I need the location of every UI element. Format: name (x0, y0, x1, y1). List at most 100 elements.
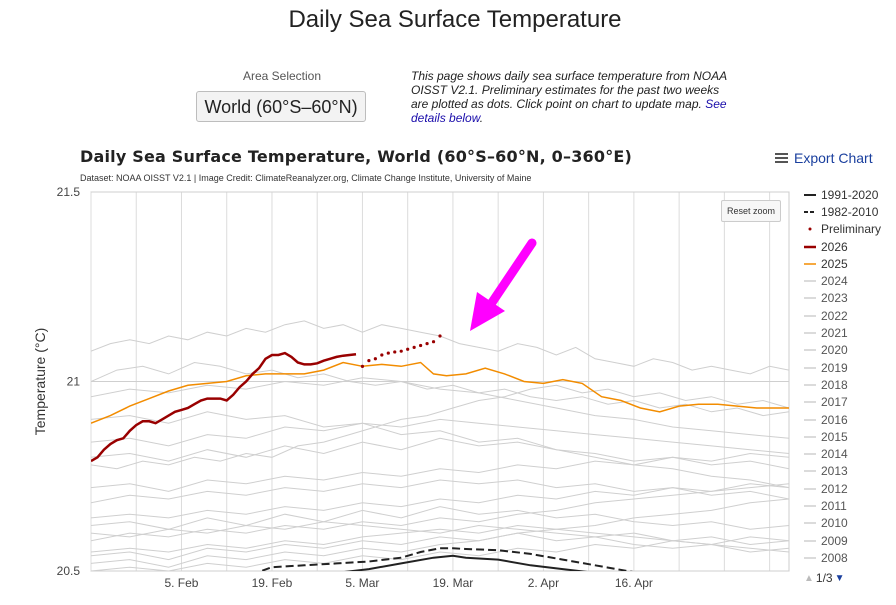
preliminary-point (360, 364, 365, 368)
legend-item-2020[interactable]: 2020 (803, 342, 893, 359)
legend-swatch-icon (804, 522, 816, 525)
legend-page-down-icon[interactable]: ▼ (834, 572, 845, 584)
legend-label: 2009 (821, 533, 848, 548)
legend-item-2023[interactable]: 2023 (803, 290, 893, 307)
legend-swatch-icon (804, 436, 816, 438)
legend-item-2025[interactable]: 2025 (803, 255, 893, 272)
legend-label: 2017 (821, 395, 848, 410)
series-1982-2010-line (258, 547, 634, 571)
legend-swatch-icon (804, 280, 816, 282)
legend-swatch-icon (804, 487, 816, 490)
legend-page-up-icon[interactable]: ▲ (804, 572, 814, 584)
legend-swatch-icon (804, 418, 816, 421)
legend-item-2022[interactable]: 2022 (803, 307, 893, 324)
reset-zoom-button[interactable]: Reset zoom (721, 200, 781, 222)
legend-label: 2024 (821, 274, 848, 289)
preliminary-point (406, 347, 410, 351)
legend-item-2021[interactable]: 2021 (803, 324, 893, 341)
legend-label: 2020 (821, 343, 848, 358)
chart-title: Daily Sea Surface Temperature, World (60… (80, 147, 633, 166)
legend-label: 2010 (821, 516, 848, 531)
legend-label: 2008 (821, 550, 848, 565)
preliminary-point (380, 353, 384, 357)
legend-item-2024[interactable]: 2024 (803, 272, 893, 289)
series-2025-line (91, 361, 789, 424)
legend-label: 2026 (821, 239, 848, 254)
preliminary-point (373, 357, 377, 361)
series-1991-2020-line (344, 554, 588, 571)
preliminary-point (438, 334, 442, 338)
y-tick-label: 20.5 (57, 564, 81, 578)
details-link[interactable]: See details below (411, 97, 727, 125)
legend-swatch-icon (804, 366, 816, 369)
x-tick-label: 16. Apr (615, 576, 653, 590)
area-selection-label: Area Selection (242, 69, 322, 83)
legend-label: 2023 (821, 291, 848, 306)
series-2009-line (91, 483, 789, 519)
legend-swatch-icon (804, 314, 816, 317)
preliminary-point (425, 342, 429, 346)
legend-label: 2022 (821, 308, 848, 323)
legend-item-2012[interactable]: 2012 (803, 480, 893, 497)
legend-label: 2018 (821, 377, 848, 392)
series-2015-line (91, 452, 789, 492)
legend-swatch-icon (804, 384, 816, 386)
legend-swatch-icon (804, 193, 816, 196)
info-text: This page shows daily sea surface temper… (411, 69, 729, 125)
legend-item-preliminary[interactable]: Preliminary (803, 221, 893, 238)
legend-item-2015[interactable]: 2015 (803, 428, 893, 445)
legend-item-1982-2010[interactable]: 1982-2010 (803, 203, 893, 220)
preliminary-point (431, 340, 436, 344)
x-tick-label: 5. Feb (164, 576, 198, 590)
area-selection-dropdown[interactable]: World (60°S–60°N) (196, 91, 366, 122)
legend-item-2008[interactable]: 2008 (803, 549, 893, 566)
preliminary-point (367, 359, 371, 363)
chart-subtitle: Dataset: NOAA OISST V2.1 | Image Credit:… (80, 173, 532, 183)
legend-label: 2019 (821, 360, 848, 375)
legend-item-1991-2020[interactable]: 1991-2020 (803, 186, 893, 203)
legend-item-2016[interactable]: 2016 (803, 411, 893, 428)
legend-label: 1982-2010 (821, 204, 879, 219)
series-2012-line (91, 498, 789, 568)
legend-swatch-icon (804, 210, 816, 213)
legend-label: 2012 (821, 481, 848, 496)
legend-swatch-icon (804, 297, 816, 300)
legend-item-2010[interactable]: 2010 (803, 515, 893, 532)
legend-item-2026[interactable]: 2026 (803, 238, 893, 255)
legend: 1991-2020 1982-2010 Preliminary 2026 2025 202… (803, 186, 893, 567)
info-period: . (479, 111, 484, 125)
series-2010-line (91, 411, 789, 489)
legend-item-2019[interactable]: 2019 (803, 359, 893, 376)
x-tick-label: 5. Mar (345, 576, 379, 590)
series-2026-line (91, 351, 357, 463)
export-chart-button[interactable]: Export Chart (775, 150, 873, 166)
preliminary-point (399, 349, 403, 353)
legend-item-2018[interactable]: 2018 (803, 376, 893, 393)
legend-label: 2021 (821, 326, 848, 341)
legend-label: 2013 (821, 464, 848, 479)
series-2020-line (91, 361, 789, 417)
legend-label: 2011 (821, 498, 847, 513)
legend-swatch-icon (804, 453, 816, 455)
menu-icon (775, 151, 788, 165)
legend-item-2017[interactable]: 2017 (803, 394, 893, 411)
legend-swatch-icon (804, 557, 816, 559)
x-tick-label: 19. Mar (433, 576, 474, 590)
legend-label: 2015 (821, 429, 848, 444)
legend-swatch-icon (804, 332, 816, 334)
legend-swatch-icon (804, 470, 816, 473)
legend-label: Preliminary (821, 222, 882, 237)
legend-item-2014[interactable]: 2014 (803, 445, 893, 462)
legend-page-indicator: 1/3 (815, 571, 833, 585)
preliminary-point (386, 351, 390, 355)
legend-item-2009[interactable]: 2009 (803, 532, 893, 549)
info-description: This page shows daily sea surface temper… (411, 69, 727, 111)
legend-item-2013[interactable]: 2013 (803, 463, 893, 480)
series-2022-line (91, 506, 789, 530)
legend-pager: ▲ 1/3 ▼ (804, 571, 845, 585)
legend-item-2011[interactable]: 2011 (803, 497, 893, 514)
legend-swatch-icon (804, 539, 816, 542)
y-axis-label: Temperature (°C) (32, 328, 48, 436)
legend-swatch-icon (808, 227, 812, 231)
